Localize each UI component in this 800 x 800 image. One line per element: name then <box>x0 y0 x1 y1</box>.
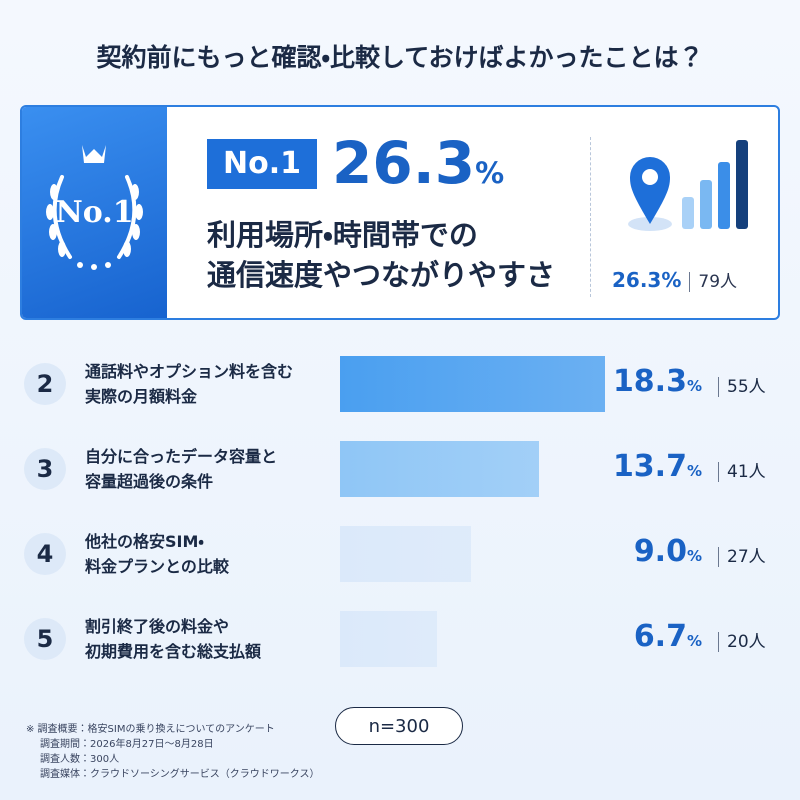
count-part: 41 <box>727 462 749 482</box>
rank-badge: No.1 <box>55 195 134 230</box>
rank: 5 <box>24 618 66 660</box>
title: 契約前にもっと確認・比較しておけばよかったことは？ <box>96 43 704 72</box>
bar <box>340 441 539 497</box>
count: 41人 <box>710 457 766 482</box>
rank-box: No.1 <box>207 139 317 189</box>
count-part: 人 <box>748 547 766 567</box>
footnote: ※ 調査概要：格安SIMの乗り換えについてのアンケート <box>26 724 275 735</box>
separator <box>718 547 719 567</box>
percent-label: 13.7% <box>612 449 702 484</box>
item-label: 割引終了後の料金や 初期費用を含む総支払額 <box>85 617 262 661</box>
footnote: 調査人数：300人 <box>40 754 120 765</box>
rank: 4 <box>24 533 66 575</box>
item-label: 通話料やオプション料を含む 実際の月額料金 <box>85 362 294 406</box>
footnote: 調査期間：2026年8月27日～8月28日 <box>40 739 214 750</box>
count-part: 人 <box>748 462 766 482</box>
count: 20人 <box>710 627 766 652</box>
sample-size: n=300 <box>335 707 463 745</box>
footnote: 調査媒体：クラウドソーシングサービス（クラウドワークス） <box>40 769 320 780</box>
percent-label: 9.0% <box>633 534 702 569</box>
count-part: 55 <box>727 377 749 397</box>
separator <box>718 377 719 397</box>
count: 55人 <box>710 372 766 397</box>
percent-label: 18.3% <box>612 364 702 399</box>
separator <box>689 271 691 292</box>
count-part: 人 <box>748 632 766 652</box>
top-label: 利用場所・時間帯での 通信速度やつながりやすさ <box>207 218 556 292</box>
bar <box>340 526 471 582</box>
count-part: 人 <box>748 377 766 397</box>
top-card: No.1 No.1 26.3% 利用場所・時間帯での 通信速度やつながりやすさ … <box>20 105 780 320</box>
rank: 2 <box>24 363 66 405</box>
rank: 3 <box>24 448 66 490</box>
count-part: 27 <box>727 547 749 567</box>
laurel <box>46 145 143 270</box>
bar <box>340 611 438 667</box>
top-count: 79 <box>698 272 721 292</box>
signal-icon <box>628 140 748 231</box>
bar <box>340 356 606 412</box>
count: 27人 <box>710 542 766 567</box>
separator <box>718 632 719 652</box>
top-stat: 26.3% 79人 <box>612 267 778 292</box>
percent-label: 6.7% <box>633 619 702 654</box>
item-label: 他社の格安SIM・ 料金プランとの比較 <box>85 532 229 576</box>
rank-panel: No.1 <box>22 107 167 318</box>
count-part: 20 <box>727 632 749 652</box>
divider <box>590 137 591 297</box>
separator <box>718 462 719 482</box>
count-unit: 人 <box>720 272 738 292</box>
item-label: 自分に合ったデータ容量と 容量超過後の条件 <box>85 447 278 491</box>
top-stat-percent: 26.3% <box>612 268 682 292</box>
top-percent: 26.3% <box>332 129 505 197</box>
